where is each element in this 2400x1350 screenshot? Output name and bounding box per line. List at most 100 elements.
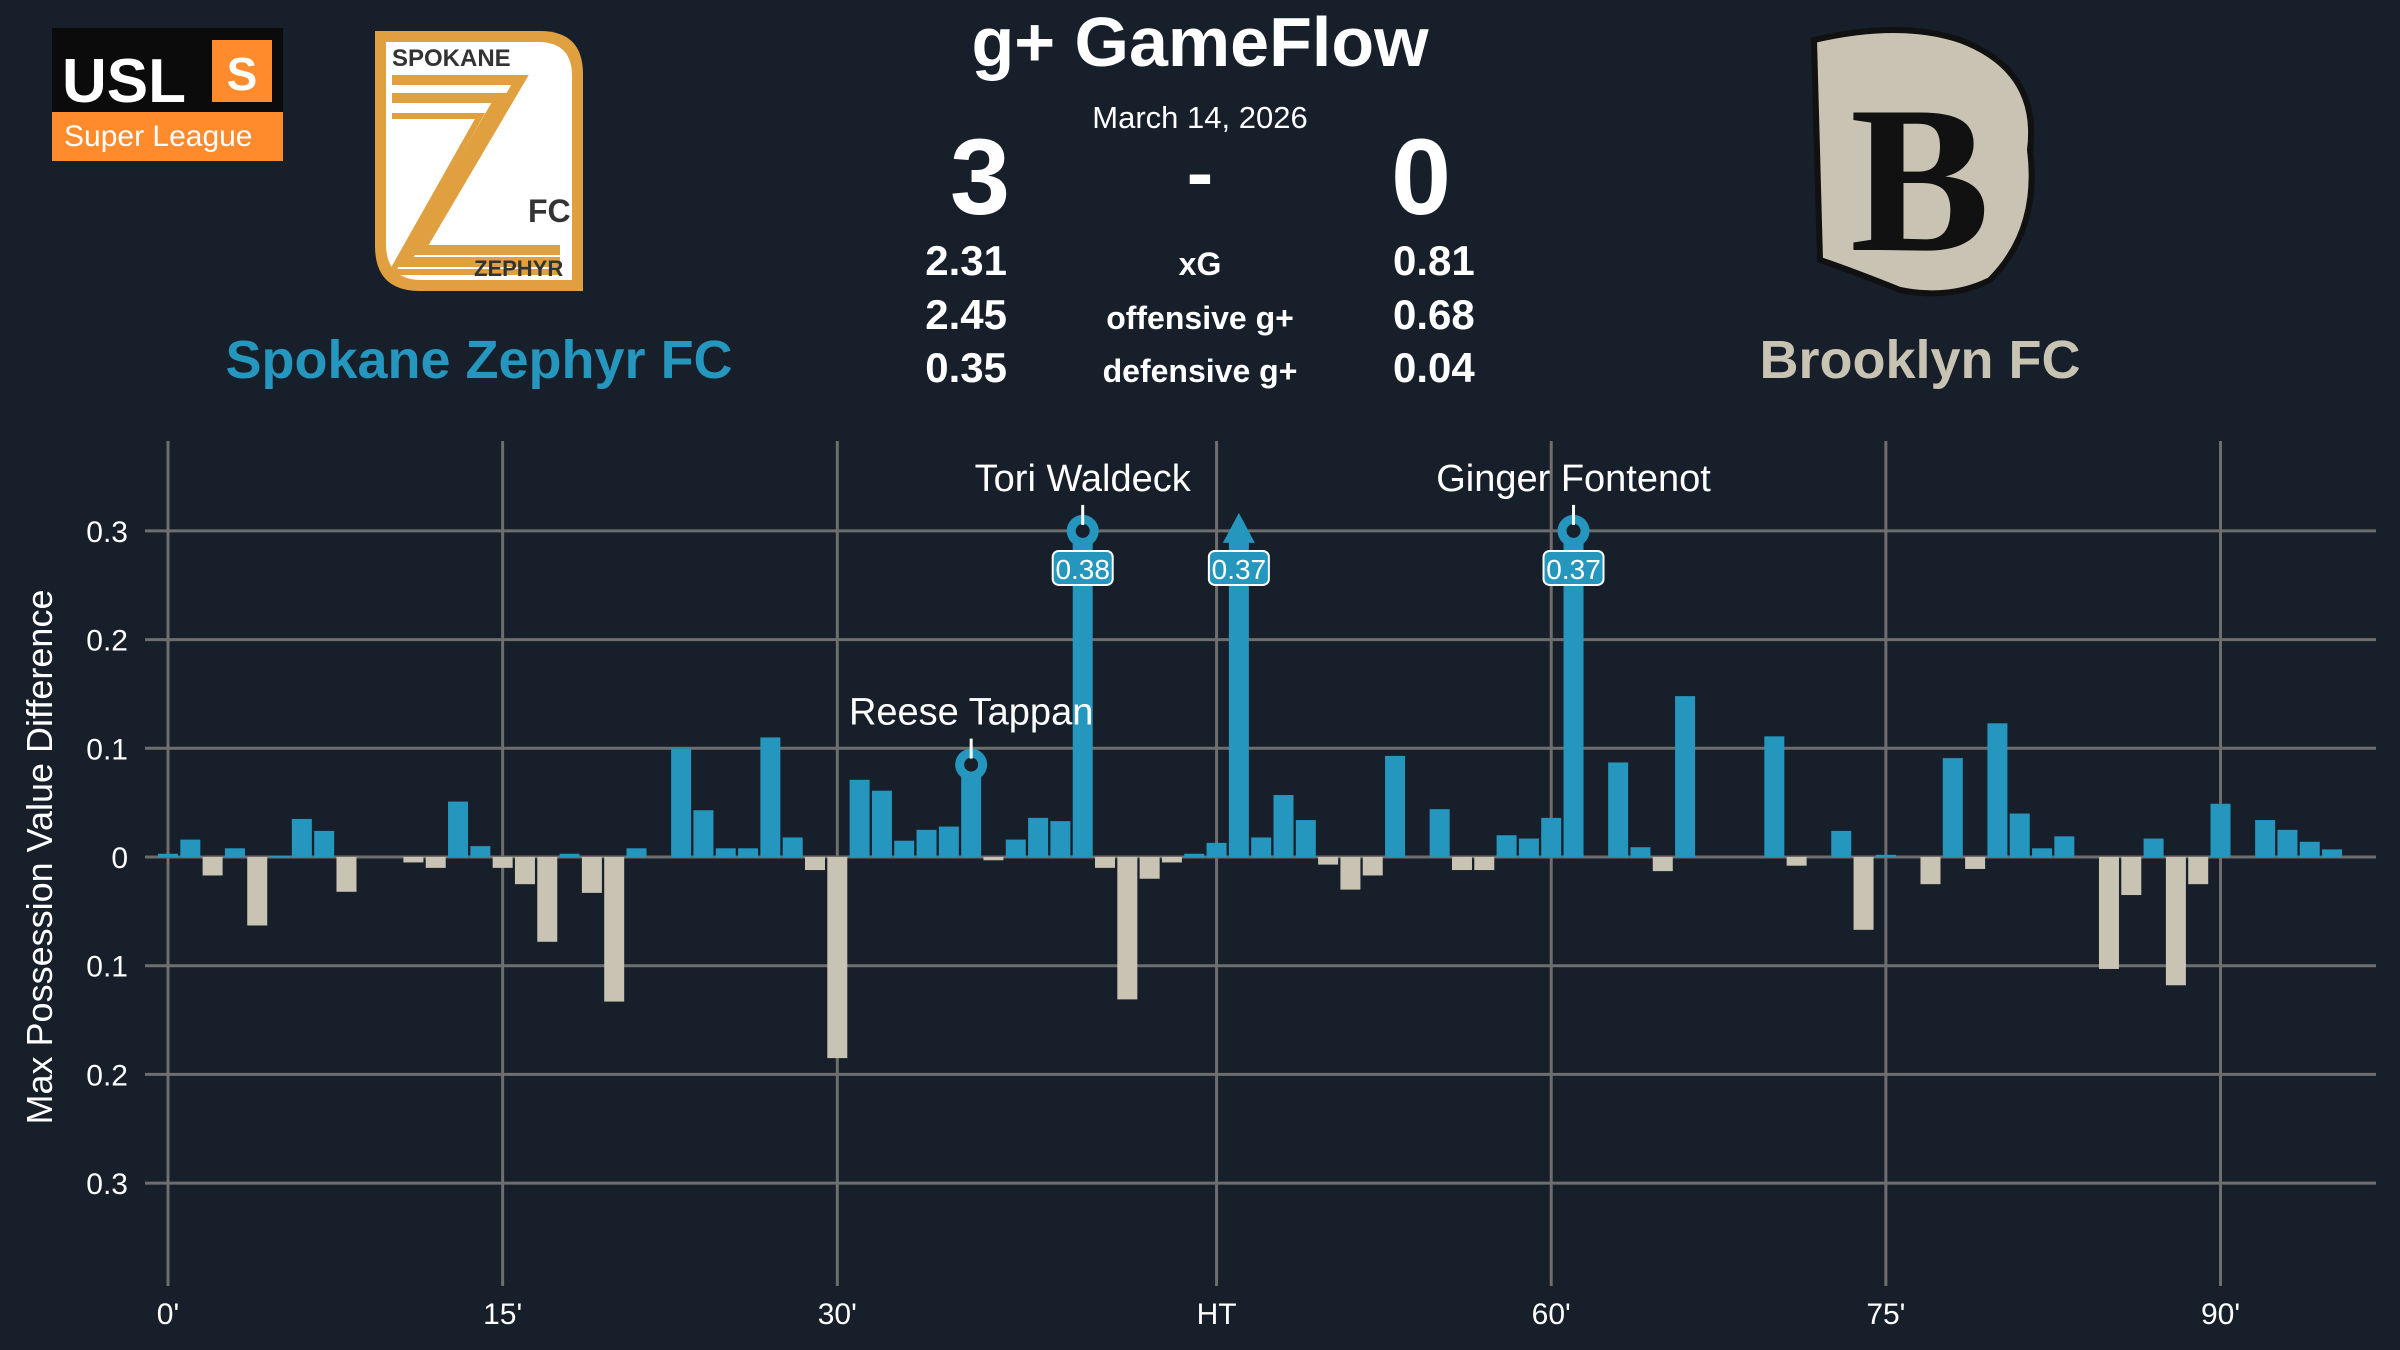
league-logo-badge: S	[227, 48, 258, 100]
home-logo-text-fc: FC	[528, 193, 571, 229]
away-bar	[581, 857, 602, 893]
home-bar	[760, 737, 781, 857]
home-bar	[1206, 842, 1227, 857]
home-bar	[2210, 803, 2231, 857]
home-bar	[1518, 838, 1539, 857]
home-logo-text-bottom: ZEPHYR	[474, 256, 563, 281]
home-team-logo: SPOKANE FC ZEPHYR	[375, 31, 583, 291]
away-bar	[983, 857, 1004, 861]
home-bar	[2322, 849, 2343, 857]
home-bar	[693, 810, 714, 857]
away-bar	[1474, 857, 1495, 871]
home-bar	[671, 748, 692, 857]
score-separator: -	[1187, 128, 1214, 217]
away-bar	[1161, 857, 1182, 863]
home-bar	[1072, 530, 1093, 857]
home-xg: 2.31	[925, 237, 1007, 284]
home-bar	[894, 840, 915, 857]
value-badge-label: 0.38	[1055, 554, 1110, 585]
x-tick-label: HT	[1197, 1298, 1237, 1331]
away-bar	[247, 857, 268, 926]
value-badge-label: 0.37	[1546, 554, 1601, 585]
home-bar	[738, 848, 759, 857]
home-bar	[1251, 837, 1272, 857]
goal-scorer-label: Reese Tappan	[849, 692, 1093, 734]
home-bar	[1675, 696, 1696, 857]
stats-table: 2.31 xG 0.81 2.45 offensive g+ 0.68 0.35…	[925, 237, 1475, 391]
home-score: 3	[950, 116, 1010, 237]
home-bar	[314, 830, 335, 857]
away-score: 0	[1391, 116, 1451, 237]
home-bar	[180, 839, 201, 857]
away-bar	[336, 857, 357, 892]
home-bar	[1630, 847, 1651, 857]
home-bar	[1563, 530, 1584, 857]
match-date: March 14, 2026	[1092, 100, 1307, 135]
away-logo-letter: B	[1850, 64, 1990, 296]
away-bar	[425, 857, 446, 868]
away-bar	[1095, 857, 1116, 868]
home-bar	[849, 779, 870, 857]
away-bar	[514, 857, 535, 885]
x-tick-label: 75'	[1866, 1298, 1905, 1331]
home-bar	[470, 846, 491, 857]
away-bar	[1965, 857, 1986, 869]
home-bar	[1608, 762, 1629, 857]
annotations: Reese Tappan Tori Waldeck 0.38 0.37 Ginger F…	[849, 458, 1711, 781]
home-bar	[1385, 755, 1406, 857]
home-bar	[448, 801, 469, 857]
league-logo: USL S Super League	[52, 28, 283, 161]
ball-center	[964, 757, 979, 772]
away-bar	[403, 857, 424, 863]
home-team-name: Spokane Zephyr FC	[225, 330, 732, 390]
home-bar	[938, 826, 959, 857]
x-tick-label: 90'	[2201, 1298, 2240, 1331]
home-bar	[1429, 809, 1450, 857]
home-bar	[291, 818, 312, 857]
home-bar	[224, 848, 245, 857]
home-bar	[559, 853, 580, 857]
home-bar	[269, 855, 290, 858]
away-team-logo: B	[1810, 27, 2035, 297]
home-bar	[1228, 530, 1249, 857]
soccer-ball-icon	[1066, 504, 1099, 547]
ball-center	[1075, 523, 1090, 538]
home-bar	[1028, 817, 1049, 857]
home-bar	[871, 790, 892, 857]
goal-scorer-label: Ginger Fontenot	[1436, 458, 1711, 500]
stat-label-xg: xG	[1179, 246, 1222, 282]
away-bar	[1853, 857, 1874, 930]
bars	[158, 530, 2343, 1059]
home-bar	[1875, 854, 1896, 857]
home-bar	[715, 848, 736, 857]
away-bar	[1340, 857, 1361, 890]
value-badge	[1542, 549, 1605, 586]
y-tick-label: 0.3	[86, 516, 128, 549]
y-tick-label: 0.2	[86, 625, 128, 658]
home-bar	[2143, 838, 2164, 857]
value-badge	[1207, 549, 1270, 586]
away-bar	[537, 857, 558, 942]
home-bar	[1942, 758, 1963, 857]
away-bar	[492, 857, 513, 868]
home-bar	[1831, 830, 1852, 857]
home-offensive-gplus: 2.45	[925, 291, 1007, 338]
chart-title: g+ GameFlow	[971, 3, 1429, 81]
away-bar	[2188, 857, 2209, 885]
goal-scorer-label: Tori Waldeck	[975, 458, 1192, 500]
x-tick-label: 15'	[483, 1298, 522, 1331]
home-bar	[1184, 853, 1205, 857]
y-tick-label: 0.1	[86, 951, 128, 984]
home-bar	[2032, 848, 2053, 857]
home-bar	[2299, 841, 2320, 857]
away-bar	[2098, 857, 2119, 969]
home-bar	[1987, 723, 2008, 857]
soccer-ball-icon	[955, 738, 988, 781]
home-logo-text-top: SPOKANE	[392, 45, 511, 72]
away-offensive-gplus: 0.68	[1393, 291, 1475, 338]
x-tick-label: 30'	[818, 1298, 857, 1331]
home-bar	[916, 829, 937, 857]
away-bar	[202, 857, 223, 876]
away-bar	[2165, 857, 2186, 986]
